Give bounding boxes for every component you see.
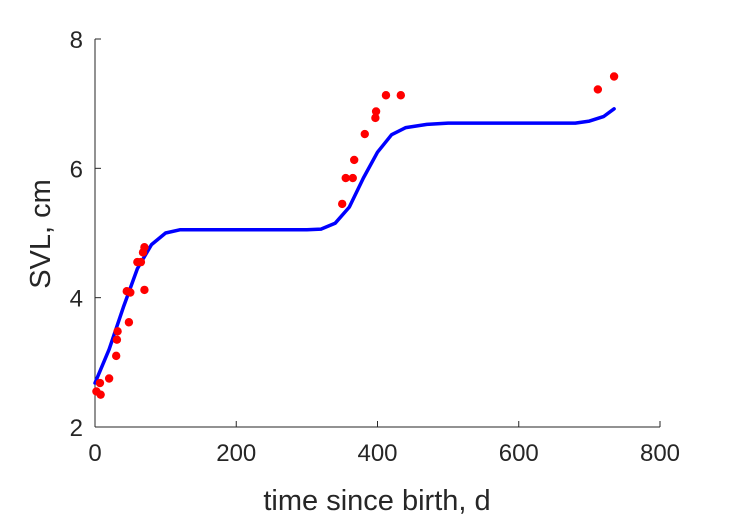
data-point [609, 72, 619, 81]
data-point [348, 173, 357, 183]
x-tick-label: 600 [499, 440, 539, 467]
data-point [126, 288, 135, 297]
data-point [95, 378, 105, 388]
data-point [381, 91, 391, 100]
y-axis-label: SVL, cm [25, 179, 57, 289]
x-tick-label: 0 [88, 440, 101, 467]
data-point [341, 173, 350, 183]
data-point [104, 374, 114, 383]
axes [94, 38, 661, 428]
x-tick-label: 800 [640, 440, 680, 467]
data-point [136, 257, 146, 267]
data-point [349, 155, 359, 165]
fit-curve [93, 107, 616, 385]
data-point [371, 107, 381, 116]
y-tick-label: 6 [70, 156, 83, 183]
data-point [113, 327, 122, 336]
data-point [111, 351, 121, 361]
x-axis-label: time since birth, d [263, 485, 490, 517]
data-point [96, 390, 105, 399]
y-tick-label: 4 [70, 286, 83, 313]
data-point [140, 243, 149, 252]
data-point [140, 285, 149, 295]
data-point [360, 129, 369, 139]
y-tick-label: 8 [70, 27, 83, 54]
x-tick-label: 200 [216, 440, 256, 467]
data-point [337, 199, 347, 209]
x-tick-label: 400 [357, 440, 397, 467]
tick-labels: 0 200 400 600 800 2 4 6 8 [70, 27, 680, 467]
data-point [112, 335, 122, 344]
data-point [396, 91, 406, 100]
data-points-layer [92, 72, 619, 399]
fit-curve-layer [93, 107, 616, 385]
data-point [593, 85, 603, 94]
y-tick-label: 2 [70, 415, 83, 442]
data-point [124, 318, 134, 327]
data-point [371, 113, 380, 123]
